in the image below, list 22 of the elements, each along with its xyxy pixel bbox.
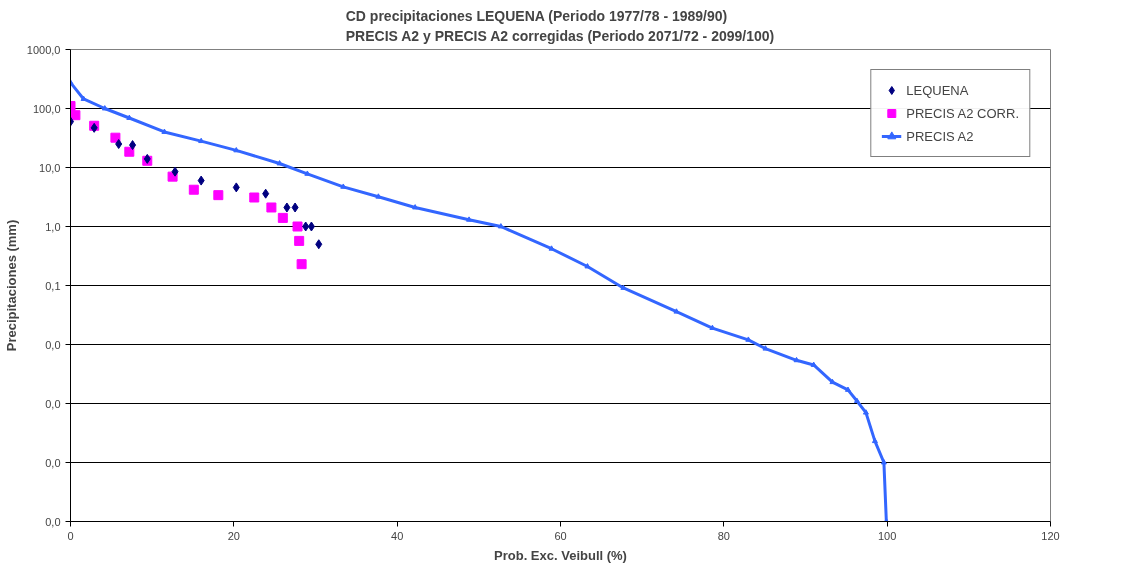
x-tick-label: 120 (1041, 529, 1060, 542)
x-axis-title: Prob. Exc. Veibull (%) (494, 547, 627, 563)
x-tick-label: 0 (67, 529, 74, 542)
y-tick-label: 1,0 (45, 220, 61, 233)
chart-title: CD precipitaciones LEQUENA (Periodo 1977/78 - 1989/90) PRECIS A2 y PRECIS A2 corregidas (Periodo 2071/72 - 2099/100) (345, 7, 775, 45)
y-tick-label: 0,0 (45, 338, 61, 351)
x-tick-label: 20 (227, 529, 240, 542)
legend-label: LEQUENA (906, 82, 969, 98)
x-tick-label: 40 (391, 529, 404, 542)
x-tick-label: 60 (554, 529, 567, 542)
x-tick-label: 80 (717, 529, 730, 542)
y-tick-label: 1000,0 (26, 43, 61, 56)
legend-label: PRECIS A2 CORR. (906, 105, 1019, 121)
y-tick-label: 100,0 (32, 102, 61, 115)
x-tick-label: 100 (877, 529, 897, 542)
y-axis-title: Precipitaciones (mm) (3, 219, 19, 352)
y-tick-label: 0,0 (45, 397, 61, 410)
y-tick-label: 0,1 (45, 279, 61, 292)
legend-label: PRECIS A2 (906, 128, 974, 144)
y-tick-label: 10,0 (39, 161, 61, 174)
y-tick-label: 0,0 (45, 515, 61, 528)
y-tick-label: 0,0 (45, 456, 61, 469)
